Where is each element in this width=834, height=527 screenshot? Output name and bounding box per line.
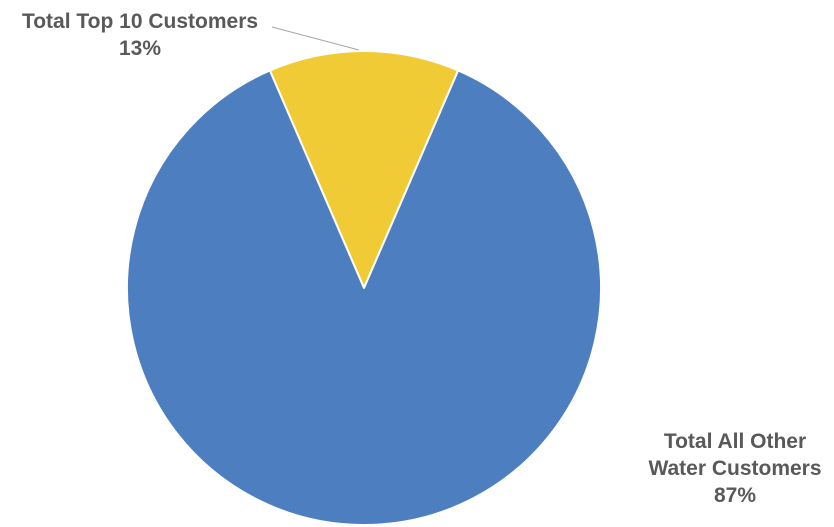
data-label-value: 13% (119, 37, 161, 60)
pie-slice-2 (126, 69, 602, 526)
data-label-value: 87% (714, 484, 756, 507)
data-label-line: Water Customers (648, 457, 821, 480)
leader-line-1 (271, 26, 360, 51)
data-label-line: Total All Other (664, 430, 806, 453)
data-label-1: Total Top 10 Customers 13% (22, 10, 258, 60)
data-label-line: Total Top 10 Customers (22, 10, 258, 33)
pie-slice-1 (268, 50, 460, 289)
data-label-2: Total All Other Water Customers 87% (648, 430, 821, 507)
